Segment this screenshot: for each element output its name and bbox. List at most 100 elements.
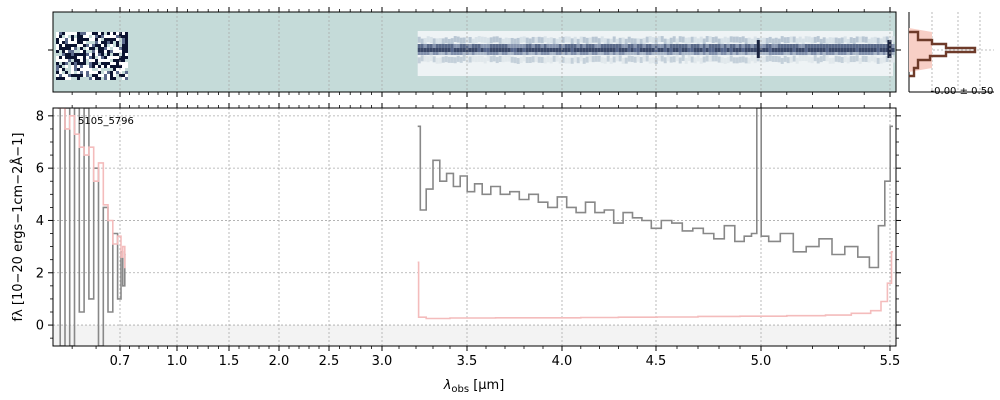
twod-pixel bbox=[840, 56, 844, 63]
twod-pixel bbox=[477, 48, 481, 52]
twod-pixel bbox=[855, 52, 859, 55]
twod-pixel bbox=[113, 65, 116, 68]
y-tick-label: 8 bbox=[36, 109, 44, 124]
twod-pixel bbox=[71, 44, 74, 47]
twod-pixel bbox=[657, 36, 661, 43]
twod-pixel bbox=[612, 56, 616, 63]
twod-pixel bbox=[570, 44, 574, 48]
twod-pixel bbox=[56, 53, 59, 56]
twod-pixel bbox=[435, 48, 439, 52]
twod-pixel bbox=[771, 38, 775, 45]
twod-pixel bbox=[828, 48, 832, 52]
twod-pixel bbox=[447, 52, 451, 55]
twod-pixel bbox=[116, 74, 119, 77]
twod-pixel bbox=[813, 36, 817, 43]
twod-pixel bbox=[843, 52, 847, 55]
twod-pixel bbox=[645, 48, 649, 52]
twod-pixel bbox=[98, 47, 101, 50]
twod-pixel bbox=[675, 55, 679, 62]
twod-pixel bbox=[687, 52, 691, 55]
twod-pixel bbox=[744, 44, 748, 48]
twod-pixel bbox=[624, 57, 628, 64]
twod-pixel bbox=[80, 50, 83, 53]
twod-pixel bbox=[876, 37, 880, 44]
twod-pixel bbox=[86, 53, 89, 56]
twod-pixel bbox=[666, 48, 670, 52]
twod-pixel bbox=[525, 37, 529, 44]
twod-pixel bbox=[420, 52, 424, 55]
twod-pixel bbox=[125, 50, 128, 53]
twod-pixel bbox=[849, 37, 853, 44]
twod-pixel bbox=[651, 57, 655, 64]
twod-pixel bbox=[56, 59, 59, 62]
twod-pixel bbox=[780, 44, 784, 48]
twod-pixel bbox=[729, 44, 733, 48]
twod-pixel bbox=[813, 52, 817, 55]
twod-pixel bbox=[119, 38, 122, 41]
twod-pixel bbox=[843, 48, 847, 52]
twod-pixel bbox=[597, 44, 601, 48]
spectrum-series bbox=[57, 108, 893, 346]
twod-pixel bbox=[684, 57, 688, 64]
twod-pixel bbox=[591, 52, 595, 55]
twod-pixel bbox=[555, 38, 559, 45]
twod-pixel bbox=[552, 38, 556, 45]
twod-pixel bbox=[816, 52, 820, 55]
twod-pixel bbox=[113, 38, 116, 41]
twod-pixel bbox=[873, 44, 877, 48]
twod-pixel bbox=[723, 48, 727, 52]
error-line bbox=[57, 108, 126, 269]
twod-pixel bbox=[711, 37, 715, 44]
twod-pixel bbox=[68, 47, 71, 50]
twod-pixel bbox=[80, 74, 83, 77]
twod-pixel bbox=[585, 56, 589, 63]
twod-pixel bbox=[498, 48, 502, 52]
twod-pixel bbox=[489, 37, 493, 44]
twod-pixel bbox=[819, 48, 823, 52]
twod-pixel bbox=[95, 53, 98, 56]
twod-pixel bbox=[116, 35, 119, 38]
twod-pixel bbox=[681, 55, 685, 62]
twod-pixel bbox=[666, 44, 670, 48]
twod-pixel bbox=[549, 48, 553, 52]
twod-pixel bbox=[798, 52, 802, 55]
twod-pixel bbox=[750, 52, 754, 55]
twod-pixel bbox=[633, 52, 637, 55]
twod-pixel bbox=[573, 56, 577, 63]
twod-pixel bbox=[876, 44, 880, 48]
twod-pixel bbox=[56, 32, 59, 35]
twod-pixel bbox=[801, 48, 805, 52]
twod-pixel bbox=[59, 44, 62, 47]
twod-pixel bbox=[501, 38, 505, 45]
twod-pixel bbox=[627, 48, 631, 52]
twod-pixel bbox=[80, 35, 83, 38]
twod-pixel bbox=[495, 57, 499, 64]
twod-pixel bbox=[771, 52, 775, 55]
twod-pixel bbox=[80, 65, 83, 68]
twod-pixel bbox=[795, 44, 799, 48]
twod-pixel bbox=[420, 48, 424, 52]
twod-pixel bbox=[59, 68, 62, 71]
twod-pixel bbox=[107, 59, 110, 62]
twod-pixel bbox=[89, 41, 92, 44]
twod-pixel bbox=[501, 52, 505, 55]
twod-pixel bbox=[119, 32, 122, 35]
twod-pixel bbox=[59, 71, 62, 74]
twod-pixel bbox=[705, 44, 709, 48]
twod-pixel bbox=[786, 57, 790, 64]
twod-pixel bbox=[741, 56, 745, 63]
twod-pixel bbox=[125, 59, 128, 62]
twod-pixel bbox=[477, 52, 481, 55]
twod-pixel bbox=[816, 48, 820, 52]
twod-pixel bbox=[555, 52, 559, 55]
twod-pixel bbox=[585, 48, 589, 52]
twod-pixel bbox=[525, 57, 529, 64]
twod-pixel bbox=[122, 65, 125, 68]
twod-pixel bbox=[119, 68, 122, 71]
twod-pixel bbox=[711, 52, 715, 55]
spectrum-grid bbox=[53, 108, 896, 346]
twod-pixel bbox=[453, 36, 457, 43]
twod-pixel bbox=[624, 38, 628, 45]
twod-pixel bbox=[59, 56, 62, 59]
twod-pixel bbox=[125, 71, 128, 74]
